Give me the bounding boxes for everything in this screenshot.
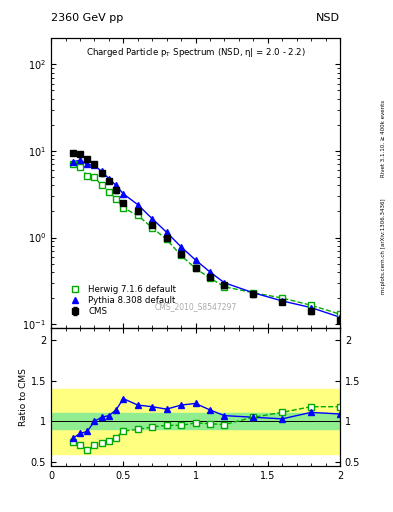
Herwig 7.1.6 default <box>193 265 198 271</box>
Herwig 7.1.6 default <box>78 164 83 170</box>
Pythia 8.308 default <box>208 269 212 275</box>
Pythia 8.308 default <box>85 161 90 167</box>
Herwig 7.1.6 default <box>179 252 184 259</box>
Herwig 7.1.6 default <box>309 302 314 308</box>
Pythia 8.308 default <box>114 182 118 188</box>
Legend: Herwig 7.1.6 default, Pythia 8.308 default, CMS: Herwig 7.1.6 default, Pythia 8.308 defau… <box>64 283 178 318</box>
Text: 2360 GeV pp: 2360 GeV pp <box>51 13 123 23</box>
Line: Pythia 8.308 default: Pythia 8.308 default <box>70 157 343 321</box>
Pythia 8.308 default <box>179 244 184 250</box>
Herwig 7.1.6 default <box>114 196 118 202</box>
Pythia 8.308 default <box>136 202 140 208</box>
Herwig 7.1.6 default <box>107 188 111 195</box>
Pythia 8.308 default <box>193 257 198 263</box>
Herwig 7.1.6 default <box>208 275 212 281</box>
Herwig 7.1.6 default <box>280 295 285 301</box>
Herwig 7.1.6 default <box>92 174 97 180</box>
Pythia 8.308 default <box>164 229 169 236</box>
Pythia 8.308 default <box>251 290 256 296</box>
Text: mcplots.cern.ch [arXiv:1306.3436]: mcplots.cern.ch [arXiv:1306.3436] <box>381 198 386 293</box>
Pythia 8.308 default <box>338 314 342 321</box>
Pythia 8.308 default <box>121 191 126 197</box>
Herwig 7.1.6 default <box>222 284 227 290</box>
Herwig 7.1.6 default <box>99 182 104 188</box>
Herwig 7.1.6 default <box>251 290 256 296</box>
Herwig 7.1.6 default <box>164 237 169 243</box>
Herwig 7.1.6 default <box>70 161 75 167</box>
Pythia 8.308 default <box>70 159 75 165</box>
Pythia 8.308 default <box>280 298 285 304</box>
Herwig 7.1.6 default <box>150 225 154 231</box>
Line: Herwig 7.1.6 default: Herwig 7.1.6 default <box>70 161 343 317</box>
Pythia 8.308 default <box>309 305 314 311</box>
Text: Rivet 3.1.10, ≥ 400k events: Rivet 3.1.10, ≥ 400k events <box>381 100 386 177</box>
Herwig 7.1.6 default <box>121 205 126 211</box>
Herwig 7.1.6 default <box>338 311 342 317</box>
Text: NSD: NSD <box>316 13 340 23</box>
Text: Charged Particle $\mathregular{p_T}$ Spectrum (NSD, $\mathregular{\eta}$| = 2.0 : Charged Particle $\mathregular{p_T}$ Spe… <box>86 46 305 59</box>
Text: CMS_2010_S8547297: CMS_2010_S8547297 <box>154 302 237 311</box>
Herwig 7.1.6 default <box>85 173 90 179</box>
Y-axis label: Ratio to CMS: Ratio to CMS <box>19 368 28 426</box>
Pythia 8.308 default <box>78 157 83 163</box>
Pythia 8.308 default <box>92 162 97 168</box>
Pythia 8.308 default <box>222 280 227 286</box>
Herwig 7.1.6 default <box>136 212 140 219</box>
Pythia 8.308 default <box>99 168 104 175</box>
Pythia 8.308 default <box>150 216 154 222</box>
Pythia 8.308 default <box>107 176 111 182</box>
